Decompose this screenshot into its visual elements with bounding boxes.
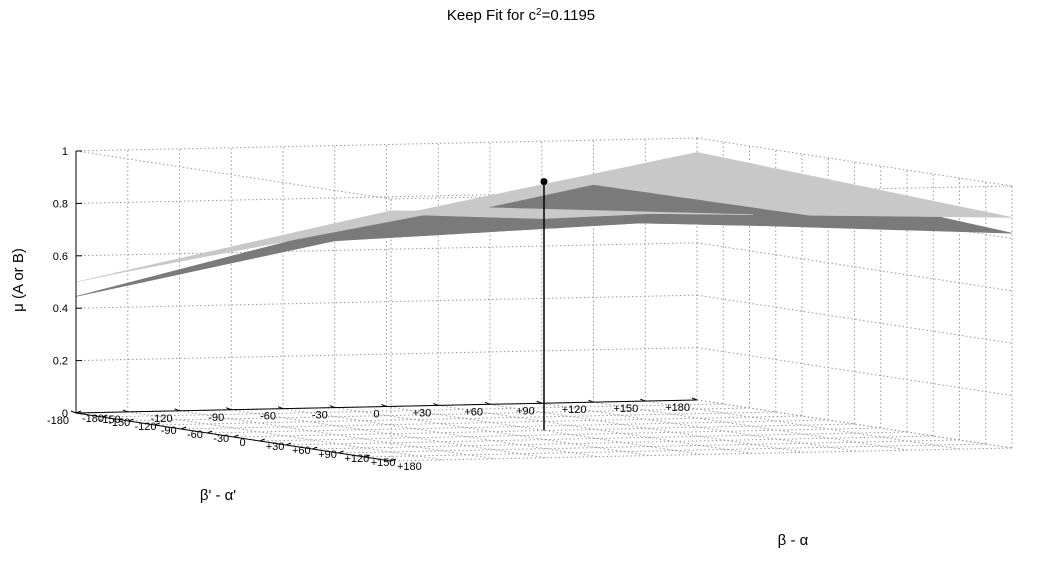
floor-grid-line xyxy=(231,409,547,459)
y-tick-label: +120 xyxy=(562,404,587,416)
x-tick-label: -180 xyxy=(82,413,104,425)
y-tick-mark xyxy=(329,405,335,409)
x-tick-mark xyxy=(180,426,187,430)
x-tick-label: +180 xyxy=(397,461,422,473)
z-tick-label: 0.2 xyxy=(53,356,68,368)
y-axis-label: β' - α' xyxy=(200,487,236,504)
surface-band-top xyxy=(75,210,443,283)
x-tick-mark xyxy=(390,458,397,462)
floor-grid-line xyxy=(489,403,806,453)
z-tick-label: 1 xyxy=(62,146,68,158)
y-tick-label: 0 xyxy=(373,409,379,421)
y-tick-label: +60 xyxy=(464,406,483,418)
x-tick-label: 0 xyxy=(240,437,246,449)
marker-layer xyxy=(540,178,548,431)
title-sup: 2 xyxy=(536,7,542,18)
floor-grid-line xyxy=(593,401,909,451)
x-tick-label: -30 xyxy=(213,433,229,445)
y-tick-mark xyxy=(277,406,284,410)
y-tick-mark xyxy=(70,410,77,414)
wall-grid-line xyxy=(696,347,1013,397)
floor-grid-line xyxy=(334,407,650,457)
title-tail: =0.1195 xyxy=(542,7,596,24)
x-tick-label: +120 xyxy=(345,453,370,465)
y-tick-mark xyxy=(484,401,491,405)
y-tick-mark xyxy=(381,404,387,407)
x-tick-mark xyxy=(207,430,213,434)
y-tick-label: +90 xyxy=(516,405,535,417)
y-tick-label: -90 xyxy=(208,412,224,424)
wall-grid-line xyxy=(696,294,1013,344)
z-axis-label: μ (A or B) xyxy=(10,248,27,312)
x-tick-label: +60 xyxy=(292,445,311,457)
y-tick-label: -30 xyxy=(312,410,328,422)
surface-band-under xyxy=(75,214,443,297)
floor-grid-line xyxy=(438,404,754,454)
title-base: Keep Fit for c xyxy=(447,7,537,24)
y-tick-mark xyxy=(640,398,646,402)
x-tick-mark xyxy=(312,446,318,450)
floor-grid-line xyxy=(127,411,443,461)
y-tick-label: +30 xyxy=(413,407,432,419)
floor-grid-line xyxy=(645,400,961,450)
y-tick-mark xyxy=(174,408,180,412)
floor-grid-line xyxy=(179,410,495,460)
z-tick-label: 0 xyxy=(62,408,68,420)
x-tick-label: +150 xyxy=(371,457,396,469)
y-tick-label: -60 xyxy=(260,411,276,423)
x-tick-label: +90 xyxy=(318,449,337,461)
y-tick-label: +180 xyxy=(665,402,690,414)
x-tick-mark xyxy=(128,418,134,422)
z-tick-label: 0.8 xyxy=(53,198,68,210)
floor-grid-line xyxy=(282,408,599,458)
wall-grid-line xyxy=(696,399,1013,449)
y-tick-mark xyxy=(226,407,232,411)
floor-grid-line xyxy=(386,406,702,455)
x-tick-mark xyxy=(154,422,160,426)
x-tick-label: -60 xyxy=(187,429,203,441)
x-tick-mark xyxy=(364,454,370,458)
y-tick-mark xyxy=(536,400,542,404)
x-tick-label: +30 xyxy=(266,441,285,453)
x-tick-label: -120 xyxy=(135,421,157,433)
floor-grid-line xyxy=(541,402,857,452)
wall-grid-line xyxy=(696,242,1013,292)
y-tick-mark xyxy=(433,402,439,406)
x-tick-mark xyxy=(259,438,265,442)
z-tick-label: 0.6 xyxy=(53,251,68,263)
wall-grid-line xyxy=(696,137,1013,187)
x-tick-label: -150 xyxy=(108,417,130,429)
box-edge-line xyxy=(75,150,392,200)
tick-labels: -180 -150 -120 -90 -60 -30 0 +30 +60 +90 +120 +150 +… xyxy=(47,146,690,473)
chart-title: Keep Fit for c2=0.1195 xyxy=(447,7,595,25)
x-tick-mark xyxy=(102,414,108,418)
x-tick-label: -90 xyxy=(161,425,177,437)
y-tick-label: +150 xyxy=(613,403,638,415)
x-axis-label: β - α xyxy=(778,532,809,549)
x-tick-mark xyxy=(285,442,292,446)
y-tick-mark xyxy=(588,399,594,403)
axis-layer xyxy=(70,150,698,462)
marker-point xyxy=(540,178,548,186)
surface-layer xyxy=(75,152,1013,297)
y-tick-mark xyxy=(691,397,698,401)
y-tick-mark xyxy=(122,409,128,413)
y-tick-label: -180 xyxy=(47,415,69,427)
x-tick-mark xyxy=(338,450,344,454)
x-tick-mark xyxy=(233,434,239,438)
y-tick-label: -150 xyxy=(99,414,121,426)
y-tick-label: -120 xyxy=(150,413,172,425)
z-tick-label: 0.4 xyxy=(53,303,68,315)
